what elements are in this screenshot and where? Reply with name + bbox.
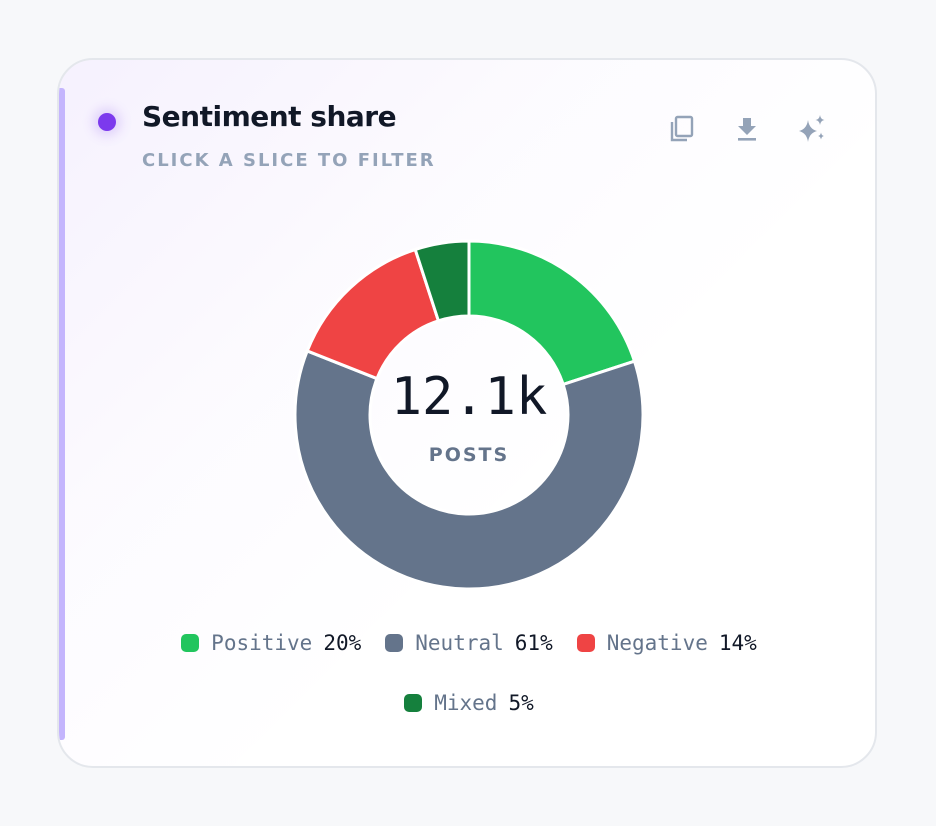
center-total-label: POSTS xyxy=(429,444,509,466)
legend-percent: 5% xyxy=(508,691,534,715)
legend-item-neutral[interactable]: Neutral 61% xyxy=(385,630,553,656)
slice-mixed[interactable] xyxy=(413,239,471,323)
copy-icon xyxy=(670,115,694,142)
status-dot xyxy=(98,113,116,131)
slice-negative[interactable] xyxy=(305,248,440,381)
accent-bar xyxy=(59,88,65,740)
copy-button[interactable] xyxy=(665,112,699,146)
card-title: Sentiment share xyxy=(142,100,397,133)
legend-percent: 61% xyxy=(514,631,553,655)
legend-swatch xyxy=(385,634,404,652)
legend-swatch xyxy=(576,634,595,652)
legend-swatch xyxy=(181,634,200,652)
legend-swatch xyxy=(404,694,423,712)
legend-label: Positive xyxy=(211,631,313,655)
sparkle-icon xyxy=(799,115,825,142)
donut-chart: 12.1k POSTS xyxy=(59,60,875,620)
center-total-value: 12.1k xyxy=(391,367,548,427)
sentiment-card: Sentiment share CLICK A SLICE TO FILTER … xyxy=(57,58,877,768)
slice-neutral[interactable] xyxy=(293,349,645,591)
card-subtitle: CLICK A SLICE TO FILTER xyxy=(142,150,436,171)
download-icon xyxy=(738,118,756,141)
legend-label: Negative xyxy=(606,631,708,655)
donut-slices xyxy=(293,239,645,591)
legend-item-positive[interactable]: Positive 20% xyxy=(181,630,361,656)
chart-legend: Positive 20% Neutral 61% Negative 14% Mixed 5% xyxy=(59,630,875,716)
slice-positive[interactable] xyxy=(467,239,636,386)
legend-item-mixed[interactable]: Mixed 5% xyxy=(404,690,534,716)
donut-chart-svg: 12.1k POSTS xyxy=(293,239,645,591)
legend-percent: 20% xyxy=(323,631,362,655)
legend-percent: 14% xyxy=(718,631,757,655)
legend-label: Neutral xyxy=(415,631,504,655)
download-button[interactable] xyxy=(730,112,764,146)
legend-item-negative[interactable]: Negative 14% xyxy=(576,630,757,656)
legend-label: Mixed xyxy=(434,691,498,715)
ai-insights-button[interactable] xyxy=(795,112,829,146)
